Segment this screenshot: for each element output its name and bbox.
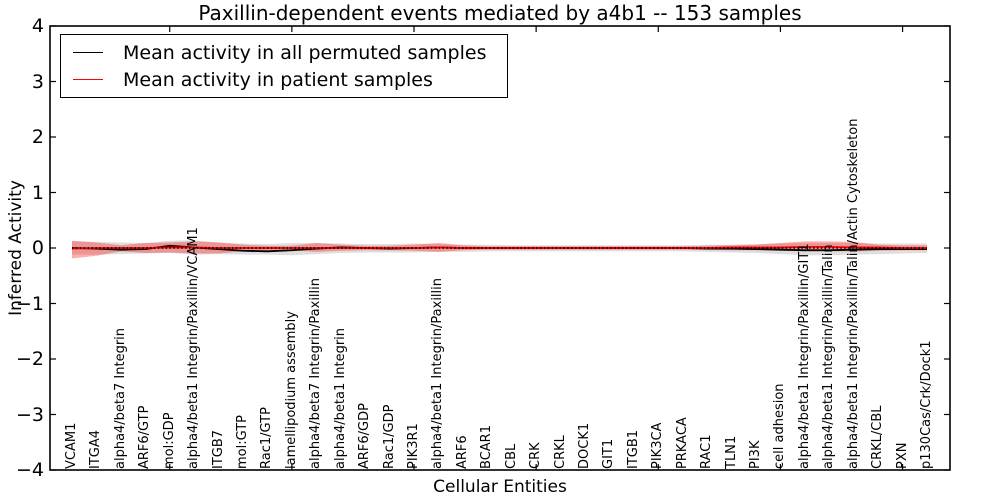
y-tick-label: −3 (15, 403, 44, 426)
y-tick-label: 4 (31, 15, 44, 37)
y-tick-label: −4 (15, 459, 44, 481)
y-tick-label: −1 (15, 292, 44, 315)
x-axis-title: Cellular Entities (433, 477, 567, 497)
chart-title: Paxillin-dependent events mediated by a4… (198, 1, 802, 25)
legend: Mean activity in all permuted samples Me… (60, 34, 508, 98)
legend-label-patient: Mean activity in patient samples (123, 68, 433, 91)
y-tick-label: 2 (31, 126, 44, 148)
legend-line-patient-icon (73, 79, 103, 80)
legend-line-permuted-icon (73, 52, 103, 53)
legend-label-permuted: Mean activity in all permuted samples (123, 41, 487, 64)
y-tick-label: 0 (31, 237, 44, 259)
patient-mean-line (71, 245, 927, 250)
legend-item-permuted: Mean activity in all permuted samples (61, 39, 507, 66)
y-tick-label: 3 (31, 70, 44, 93)
y-tick-label: 1 (31, 181, 44, 204)
legend-item-patient: Mean activity in patient samples (61, 66, 507, 93)
y-tick-label: −2 (15, 348, 44, 370)
